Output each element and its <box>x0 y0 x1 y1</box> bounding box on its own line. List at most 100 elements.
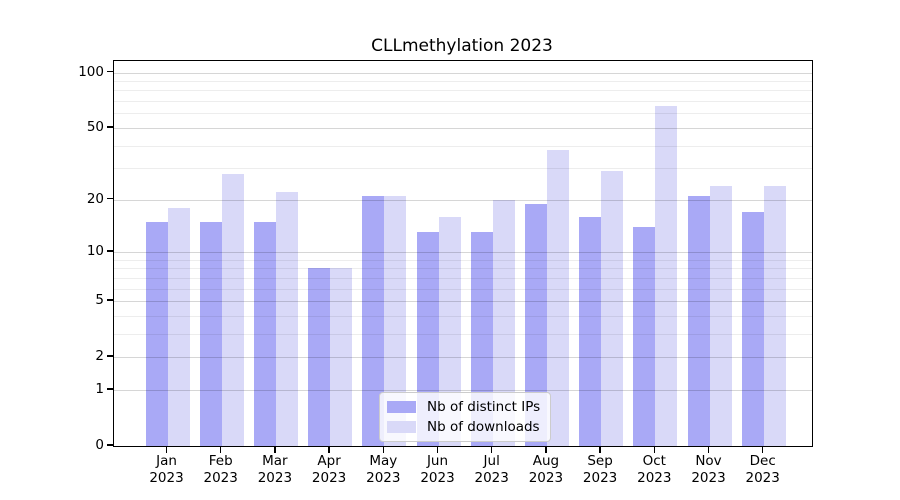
bar-downloads[interactable] <box>546 149 569 446</box>
x-tick-mark <box>707 446 710 453</box>
bar-downloads[interactable] <box>384 195 407 446</box>
legend-label-distinct-ips: Nb of distinct IPs <box>427 399 541 415</box>
x-tick-label-month: Sep <box>587 453 613 469</box>
legend-row-downloads: Nb of downloads <box>387 419 540 435</box>
y-tick-mark <box>107 250 113 252</box>
x-tick-label: Jun 2023 <box>408 453 468 487</box>
x-tick-label: Oct 2023 <box>624 453 684 487</box>
y-tick-mark <box>107 299 113 301</box>
x-tick-label-month: Dec <box>749 453 776 469</box>
x-tick-label-month: Feb <box>208 453 233 469</box>
y-tick-label: 100 <box>78 63 104 80</box>
x-tick-label-year: 2023 <box>582 470 618 486</box>
bar-downloads[interactable] <box>601 170 624 446</box>
y-tick-label: 20 <box>86 190 104 207</box>
y-tick-label: 10 <box>86 242 104 259</box>
gridline-major <box>114 251 812 253</box>
x-tick-mark <box>165 446 168 453</box>
gridline-minor <box>114 80 812 82</box>
x-tick-label-month: Oct <box>642 453 666 469</box>
x-tick-label: Aug 2023 <box>516 453 576 487</box>
x-tick-mark <box>490 446 493 453</box>
x-tick-label: Sep 2023 <box>570 453 630 487</box>
y-tick-label: 2 <box>95 348 104 365</box>
x-tick-label-month: Jan <box>156 453 177 469</box>
gridline-major <box>114 127 812 129</box>
x-tick-label-month: Aug <box>532 453 560 469</box>
bar-distinct-ips[interactable] <box>579 216 602 446</box>
legend-label-downloads: Nb of downloads <box>427 419 540 435</box>
bar-downloads[interactable] <box>438 216 461 446</box>
gridline-minor <box>114 101 812 102</box>
bar-downloads[interactable] <box>167 207 190 446</box>
x-tick-label: Mar 2023 <box>245 453 305 487</box>
y-tick-label: 1 <box>95 380 104 397</box>
x-tick-label: Jul 2023 <box>462 453 522 487</box>
bar-downloads[interactable] <box>492 199 515 446</box>
x-tick-label-year: 2023 <box>311 470 347 486</box>
x-tick-label: Jan 2023 <box>137 453 197 487</box>
gridline-major <box>114 301 812 302</box>
bar-distinct-ips[interactable] <box>145 221 168 446</box>
x-tick-mark <box>274 446 276 453</box>
gridline-major <box>114 72 812 74</box>
bar-downloads[interactable] <box>275 192 298 446</box>
bar-distinct-ips[interactable] <box>633 226 656 446</box>
x-tick-mark <box>219 446 222 453</box>
x-tick-label-year: 2023 <box>149 470 184 486</box>
x-tick-label: May 2023 <box>353 453 413 487</box>
legend[interactable]: Nb of distinct IPs Nb of downloads <box>379 392 552 442</box>
bar-downloads[interactable] <box>221 173 244 446</box>
x-tick-mark <box>599 446 601 453</box>
legend-swatch-downloads <box>387 421 416 433</box>
gridline-major <box>114 199 812 201</box>
x-tick-label-year: 2023 <box>745 470 780 486</box>
bar-downloads[interactable] <box>655 105 678 446</box>
x-tick-mark <box>382 446 385 453</box>
y-tick-mark <box>107 197 113 200</box>
y-tick-mark <box>107 70 113 73</box>
x-tick-mark <box>436 446 439 453</box>
x-tick-label: Dec 2023 <box>733 453 793 487</box>
gridline-minor <box>114 333 812 335</box>
x-tick-label: Nov 2023 <box>679 453 739 487</box>
bar-distinct-ips[interactable] <box>687 195 710 446</box>
x-tick-label-month: Mar <box>262 453 288 469</box>
bar-downloads[interactable] <box>709 185 732 446</box>
bar-distinct-ips[interactable] <box>524 203 547 446</box>
plot-area: Nb of distinct IPs Nb of downloads <box>113 60 813 447</box>
chart-title: CLLmethylation 2023 <box>371 36 553 56</box>
bar-downloads[interactable] <box>330 268 353 446</box>
gridline-major <box>114 389 812 391</box>
x-tick-label: Feb 2023 <box>191 453 251 487</box>
bar-distinct-ips[interactable] <box>308 268 331 446</box>
x-tick-label-month: Nov <box>695 453 722 469</box>
legend-row-distinct-ips: Nb of distinct IPs <box>387 399 540 415</box>
y-tick-mark <box>107 126 113 128</box>
gridline-minor <box>114 113 812 115</box>
bar-distinct-ips[interactable] <box>741 212 764 446</box>
x-tick-mark <box>653 446 656 453</box>
x-tick-mark <box>761 446 764 453</box>
bar-downloads[interactable] <box>763 185 786 446</box>
x-tick-label-month: Jul <box>483 453 500 469</box>
y-tick-mark <box>107 388 113 390</box>
legend-swatch-distinct-ips <box>387 401 416 413</box>
gridline-minor <box>114 168 812 170</box>
gridline-minor <box>114 288 812 290</box>
x-tick-label-year: 2023 <box>420 470 455 486</box>
x-tick-label-month: Jun <box>426 453 449 469</box>
bar-distinct-ips[interactable] <box>199 221 222 446</box>
gridline-minor <box>114 90 812 92</box>
y-tick-mark <box>107 444 113 446</box>
bar-distinct-ips[interactable] <box>253 221 276 446</box>
x-tick-mark <box>545 446 547 453</box>
x-tick-label-month: May <box>369 453 398 469</box>
gridline-minor <box>114 315 812 317</box>
x-tick-label-year: 2023 <box>528 470 564 486</box>
x-tick-label-year: 2023 <box>257 470 293 486</box>
gridline-major <box>114 357 812 359</box>
bar-distinct-ips[interactable] <box>362 195 385 446</box>
gridline-minor <box>114 145 812 147</box>
